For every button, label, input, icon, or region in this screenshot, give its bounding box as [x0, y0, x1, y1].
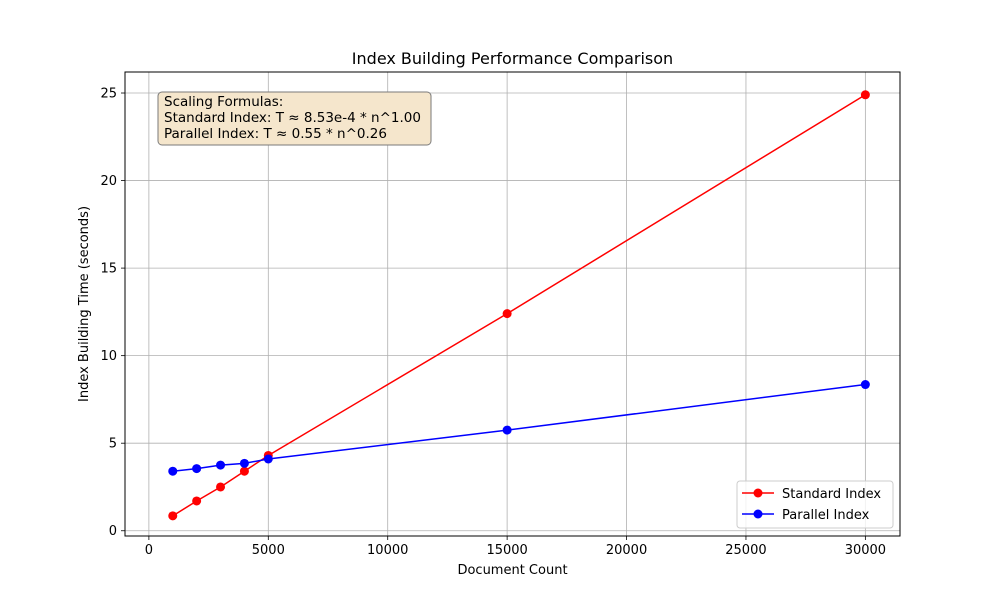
x-tick-label: 25000 — [725, 543, 766, 558]
annotation-line: Standard Index: T ≈ 8.53e-4 * n^1.00 — [164, 110, 421, 126]
legend: Standard Index Parallel Index — [736, 480, 894, 529]
x-tick-label: 0 — [145, 543, 153, 558]
y-tick-label: 15 — [100, 262, 117, 277]
plot-area — [124, 71, 901, 537]
series-layer — [168, 90, 870, 521]
x-tick-label: 15000 — [486, 543, 527, 558]
y-tick-label: 20 — [100, 174, 117, 189]
data-point — [216, 460, 226, 470]
data-point — [502, 309, 512, 319]
grid — [125, 72, 900, 536]
annotation-line: Parallel Index: T ≈ 0.55 * n^0.26 — [164, 126, 387, 142]
legend-swatch-marker — [753, 509, 763, 519]
y-tick-label: 0 — [109, 524, 117, 539]
data-point — [192, 496, 202, 506]
x-tick-label: 30000 — [845, 543, 886, 558]
data-point — [168, 511, 178, 521]
annotation-line: Scaling Formulas: — [164, 94, 283, 110]
data-point — [263, 454, 273, 464]
data-point — [216, 482, 226, 492]
x-axis-label: Document Count — [457, 563, 567, 578]
x-tick-label: 20000 — [606, 543, 647, 558]
legend-swatch-marker — [753, 488, 763, 498]
y-tick-label: 10 — [100, 349, 117, 364]
axis-ticks: 0 5000 10000 15000 20000 25000 30000 0 5 10 15 20 25 — [100, 87, 886, 558]
chart-title: Index Building Performance Comparison — [352, 49, 673, 68]
x-tick-label: 10000 — [367, 543, 408, 558]
data-point — [168, 466, 178, 476]
series-parallel-index — [168, 380, 870, 476]
annotation-background — [157, 91, 432, 146]
series-standard-index — [168, 90, 870, 521]
legend-label: Parallel Index — [782, 508, 870, 523]
legend-label: Standard Index — [782, 487, 881, 502]
data-point — [860, 90, 870, 100]
data-point — [239, 466, 249, 476]
y-tick-label: 5 — [109, 437, 117, 452]
x-tick-label: 5000 — [252, 543, 285, 558]
legend-frame — [736, 480, 894, 529]
data-point — [192, 464, 202, 474]
data-point — [860, 380, 870, 390]
scaling-formulas-box: Scaling Formulas: Standard Index: T ≈ 8.… — [157, 91, 432, 146]
data-point — [239, 458, 249, 468]
data-point — [502, 425, 512, 435]
y-axis-label: Index Building Time (seconds) — [77, 206, 92, 402]
y-tick-label: 25 — [100, 87, 117, 102]
